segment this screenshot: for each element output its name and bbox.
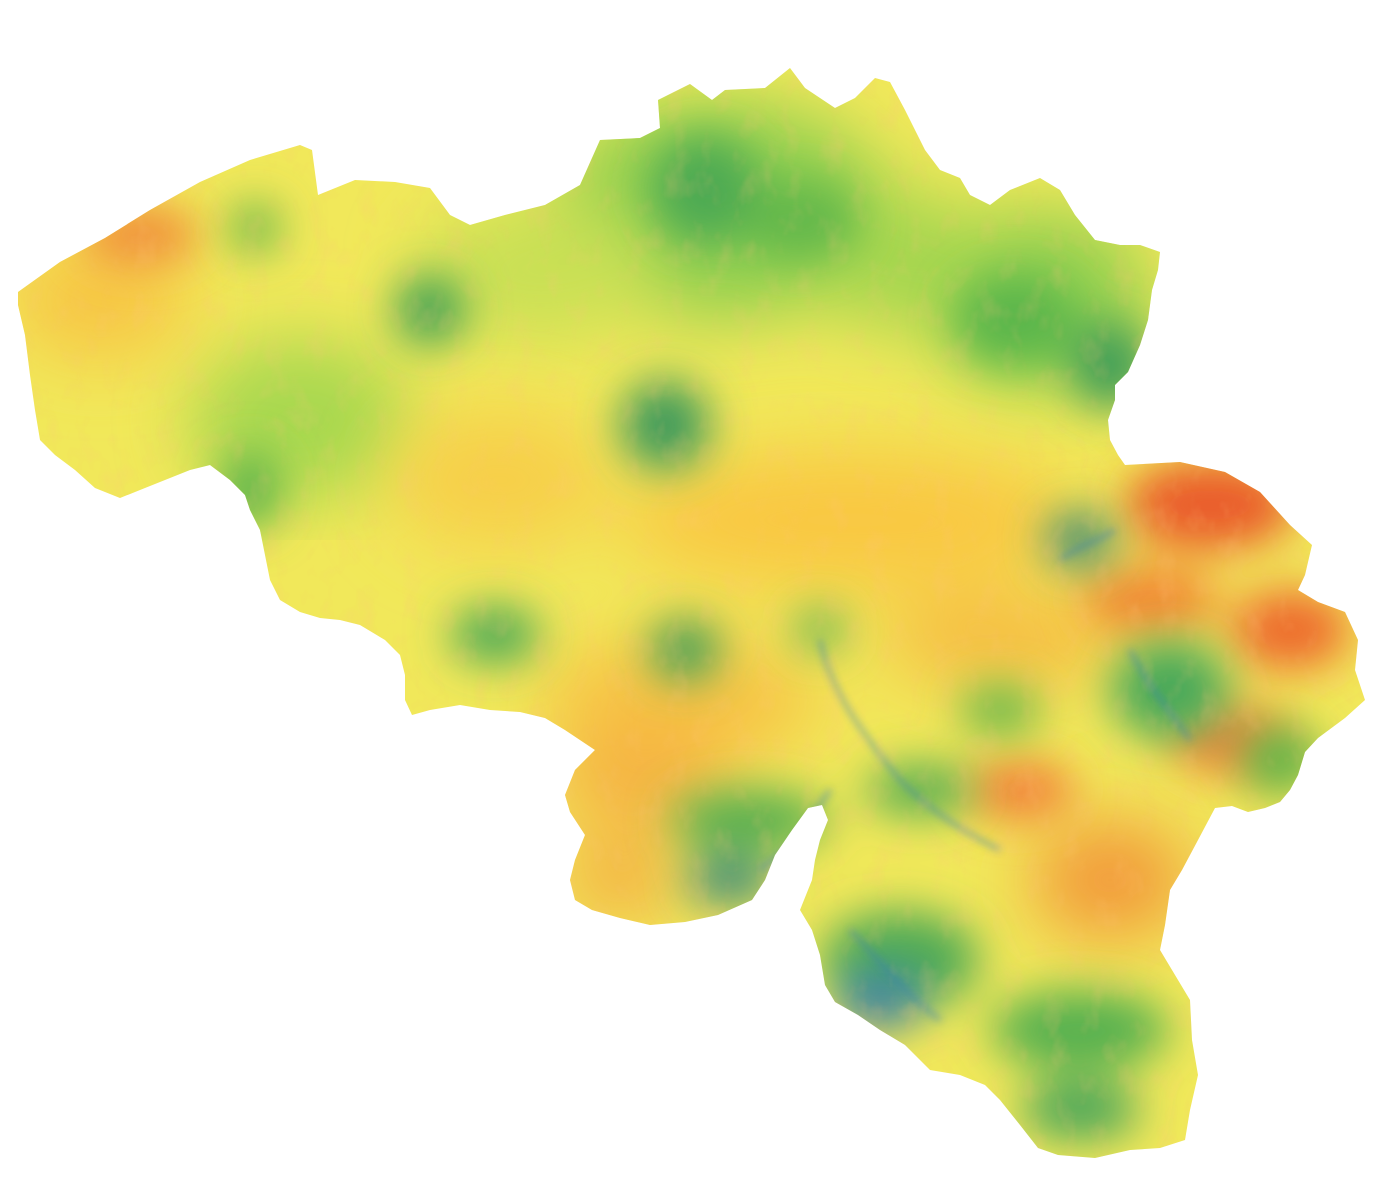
raster-map	[18, 68, 1365, 1158]
hillshade-texture	[18, 68, 1365, 1158]
country-raster	[18, 68, 1365, 1158]
map-canvas	[18, 68, 1365, 1158]
